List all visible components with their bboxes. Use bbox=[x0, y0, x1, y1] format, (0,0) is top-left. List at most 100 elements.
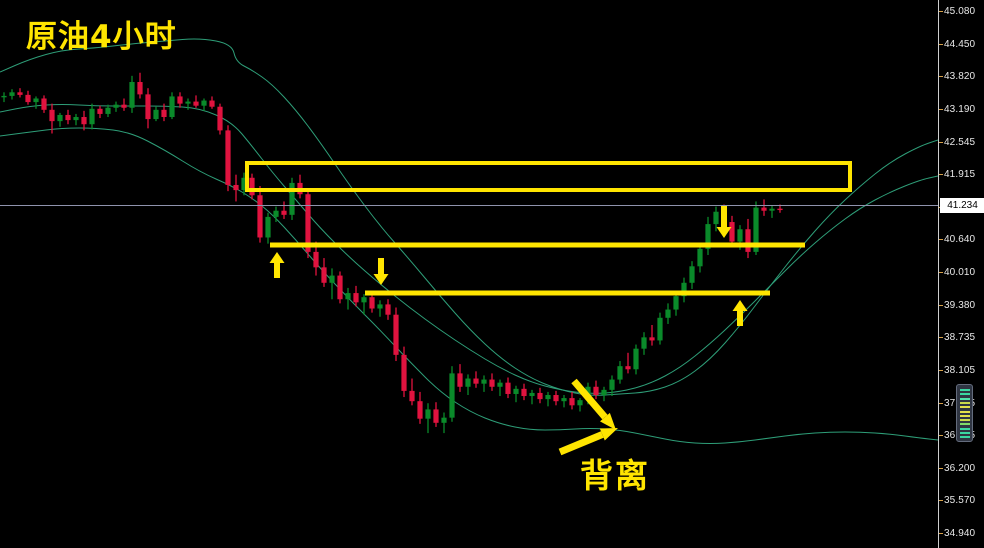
candle-body bbox=[185, 101, 191, 104]
divergence-annotation-label: 背离 bbox=[580, 456, 650, 495]
candle-body bbox=[761, 207, 767, 211]
candle-body bbox=[449, 373, 455, 418]
candle-body bbox=[153, 109, 159, 120]
tick-label: 40.640 bbox=[944, 234, 976, 246]
candle-body bbox=[273, 210, 279, 217]
candle-body bbox=[777, 208, 783, 211]
price-axis-tick: 34.940 bbox=[939, 528, 984, 540]
candle-body bbox=[217, 106, 223, 131]
gauge-segment bbox=[960, 427, 970, 430]
candle-body bbox=[697, 248, 703, 267]
gauge-segment bbox=[960, 432, 970, 434]
candle-body bbox=[57, 114, 63, 122]
candle-body bbox=[561, 398, 567, 402]
candle-body bbox=[433, 409, 439, 423]
candle-body bbox=[73, 117, 79, 121]
candle-body bbox=[593, 386, 599, 396]
bollinger-band-line bbox=[0, 104, 938, 394]
chart-title-label: 原油4小时 bbox=[26, 19, 177, 55]
candle-body bbox=[337, 275, 343, 300]
candle-body bbox=[745, 229, 751, 252]
tick-mark bbox=[939, 435, 943, 437]
candle-body bbox=[641, 337, 647, 349]
gauge-segment bbox=[960, 397, 970, 400]
price-axis-tick: 39.380 bbox=[939, 300, 984, 312]
candle-body bbox=[137, 82, 143, 95]
arrow-down-1[interactable] bbox=[373, 258, 389, 285]
candle-body bbox=[305, 194, 311, 252]
candle-body bbox=[505, 382, 511, 394]
candle-body bbox=[481, 379, 487, 384]
gauge-segment bbox=[960, 393, 970, 396]
candle-body bbox=[329, 275, 335, 283]
price-axis[interactable]: 45.080 44.450 43.820 43.190 42.545 41.915 41.2… bbox=[938, 0, 984, 548]
divergence-arrow-price[interactable] bbox=[571, 378, 616, 430]
candle-body bbox=[409, 390, 415, 402]
chart-canvas[interactable] bbox=[0, 0, 938, 548]
tick-mark bbox=[939, 369, 943, 371]
candle-body bbox=[545, 395, 551, 400]
candle-body bbox=[49, 109, 55, 122]
candle-body bbox=[25, 94, 31, 103]
arrow-up-1[interactable] bbox=[269, 252, 285, 278]
tick-mark bbox=[939, 304, 943, 306]
candle-body bbox=[537, 392, 543, 400]
resistance-box[interactable] bbox=[245, 161, 852, 192]
candle-body bbox=[41, 98, 47, 110]
price-axis-tick: 40.640 bbox=[939, 234, 984, 246]
current-price-line bbox=[0, 205, 938, 206]
candle-body bbox=[129, 82, 135, 108]
tick-mark bbox=[939, 43, 943, 45]
candle-body bbox=[513, 388, 519, 394]
tick-label: 34.940 bbox=[944, 528, 976, 539]
candle-body bbox=[649, 337, 655, 341]
tick-label: 43.190 bbox=[944, 103, 976, 115]
gauge-segment bbox=[960, 401, 970, 404]
candle-body bbox=[369, 297, 375, 309]
candle-body bbox=[737, 229, 743, 242]
candle-body bbox=[241, 177, 247, 191]
candle-body bbox=[417, 401, 423, 419]
arrow-down-2[interactable] bbox=[716, 205, 732, 238]
tick-mark bbox=[939, 76, 943, 78]
candle-body bbox=[289, 182, 295, 215]
candle-body bbox=[633, 348, 639, 370]
candle-body bbox=[689, 266, 695, 283]
candle-body bbox=[529, 392, 535, 397]
candle-body bbox=[753, 207, 759, 252]
drawing-layer[interactable] bbox=[245, 161, 852, 456]
candle-body bbox=[313, 251, 319, 268]
tick-mark bbox=[939, 239, 943, 241]
price-axis-tick: 38.735 bbox=[939, 332, 984, 344]
candle-body bbox=[553, 395, 559, 402]
tick-mark bbox=[939, 402, 943, 404]
candle-body bbox=[177, 96, 183, 104]
price-chart-plot[interactable] bbox=[0, 0, 938, 548]
arrow-up-2[interactable] bbox=[732, 300, 748, 326]
price-axis-tick: 38.105 bbox=[939, 365, 984, 377]
candle-body bbox=[473, 378, 479, 384]
gauge-segment bbox=[960, 419, 970, 422]
tick-label: 38.735 bbox=[944, 332, 976, 344]
candle-body bbox=[1, 95, 7, 98]
price-axis-tick: 40.010 bbox=[939, 267, 984, 279]
candlestick-series[interactable] bbox=[1, 72, 783, 434]
candle-body bbox=[9, 92, 15, 96]
bollinger-band-line bbox=[0, 127, 938, 444]
volume-gauge-widget[interactable] bbox=[956, 384, 973, 442]
candle-body bbox=[97, 108, 103, 114]
candle-body bbox=[105, 107, 111, 114]
candle-body bbox=[121, 104, 127, 108]
candle-body bbox=[625, 366, 631, 370]
candle-body bbox=[713, 211, 719, 225]
price-axis-tick: 35.570 bbox=[939, 495, 984, 507]
candle-body bbox=[161, 109, 167, 118]
candle-body bbox=[497, 382, 503, 387]
price-axis-tick: 43.820 bbox=[939, 71, 984, 83]
divergence-arrow-indicator[interactable] bbox=[558, 428, 618, 456]
candle-body bbox=[233, 184, 239, 191]
candle-body bbox=[201, 100, 207, 106]
candle-body bbox=[225, 130, 231, 185]
candle-body bbox=[33, 98, 39, 103]
gauge-segment bbox=[960, 423, 970, 426]
